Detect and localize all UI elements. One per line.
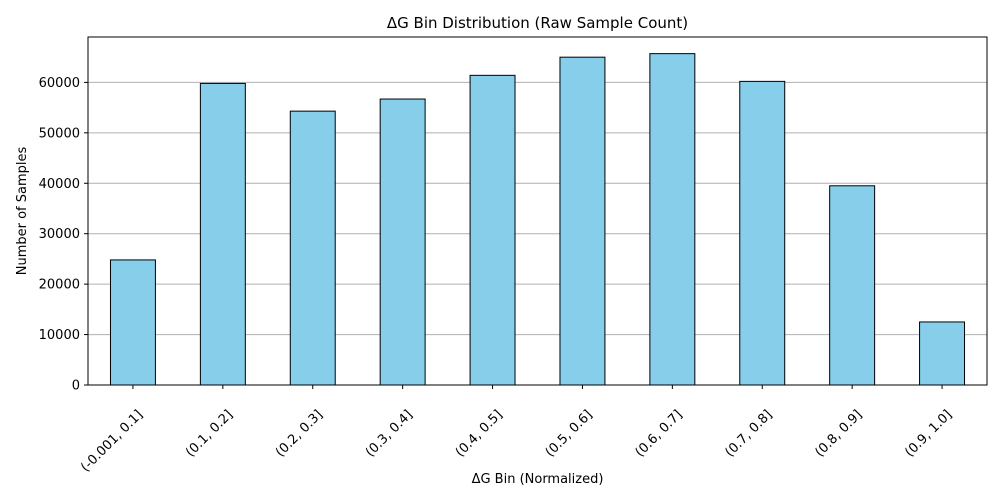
x-tick-label: (0.7, 0.8] <box>723 407 776 460</box>
bar <box>109 259 156 386</box>
bar <box>829 185 876 386</box>
chart-title: ΔG Bin Distribution (Raw Sample Count) <box>387 14 688 32</box>
y-tick-label: 50000 <box>39 126 80 141</box>
y-tick-label: 0 <box>72 379 80 394</box>
x-tick-label: (0.9, 1.0] <box>902 407 955 460</box>
x-tick-label: (0.5, 0.6] <box>543 407 596 460</box>
x-axis-ticks: (-0.001, 0.1] (0.1, 0.2] (0.2, 0.3] (0.3, 0… <box>78 385 955 475</box>
bar <box>559 56 606 386</box>
bar <box>919 321 966 386</box>
bar <box>739 80 786 386</box>
x-tick-label: (0.1, 0.2] <box>183 407 236 460</box>
x-tick-label: (0.2, 0.3] <box>273 407 326 460</box>
plot-frame <box>87 36 988 386</box>
y-tick-label: 30000 <box>39 227 80 242</box>
bar <box>649 53 696 386</box>
y-tick-label: 20000 <box>39 278 80 293</box>
y-axis-ticks: 0 10000 20000 30000 40000 50000 60000 <box>39 76 88 394</box>
x-tick-label: (0.8, 0.9] <box>812 407 865 460</box>
x-tick-label: (0.6, 0.7] <box>633 407 686 460</box>
y-tick-label: 10000 <box>39 328 80 343</box>
bar <box>199 82 246 386</box>
bar <box>289 110 336 386</box>
x-axis-label: ΔG Bin (Normalized) <box>472 472 604 487</box>
bars <box>109 53 966 386</box>
x-tick-label: (0.3, 0.4] <box>363 407 416 460</box>
x-tick-label: (0.4, 0.5] <box>453 407 506 460</box>
y-tick-label: 60000 <box>39 76 80 91</box>
bar <box>469 74 516 386</box>
bar <box>379 98 426 386</box>
y-axis-label: Number of Samples <box>15 147 30 276</box>
x-tick-label: (-0.001, 0.1] <box>78 407 146 475</box>
y-tick-label: 40000 <box>39 177 80 192</box>
